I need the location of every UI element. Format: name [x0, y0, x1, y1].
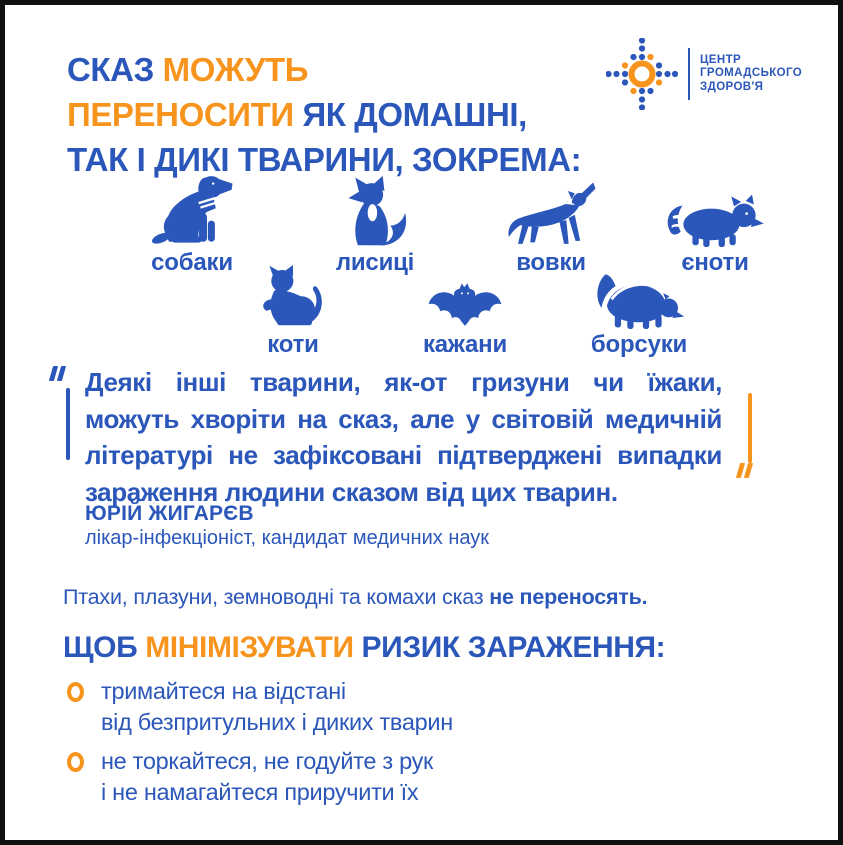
quote-line: можуть хворіти на сказ, але у світовій м…: [85, 403, 722, 434]
open-quote-icon: [48, 366, 67, 381]
animal-dog: собаки: [144, 173, 240, 277]
bullet-line: від безпритульних і диких тварин: [101, 709, 453, 735]
bullet-line: і не намагайтеся приручити їх: [101, 779, 419, 805]
quote-line: літературі не зафіксовані підтверджені в…: [85, 440, 722, 470]
animal-raccoon: єноти: [654, 191, 776, 277]
note-bold: не переносять.: [489, 585, 648, 609]
heading-seg: ЩОБ: [63, 631, 146, 664]
bullet-ring-icon: [67, 682, 84, 702]
prevention-heading: ЩОБ МІНІМІЗУВАТИ РИЗИК ЗАРАЖЕННЯ:: [63, 631, 666, 665]
title-seg: МОЖУТЬ: [162, 51, 309, 88]
note-text: Птахи, плазуни, земноводні та комахи ска…: [63, 585, 648, 610]
animal-label: вовки: [516, 249, 586, 276]
quote-text: Деякі інші тварини, як-от гризуни чи їжа…: [85, 364, 722, 510]
fox-icon: [348, 175, 407, 246]
animal-label: єноти: [681, 249, 749, 276]
logo-org-line: ЗДОРОВ'Я: [700, 80, 764, 93]
logo-org-name: ЦЕНТР ГРОМАДСЬКОГО ЗДОРОВ'Я: [700, 54, 802, 95]
logo-org-line: ГРОМАДСЬКОГО: [700, 67, 803, 80]
bullet-item: тримайтеся на відстані від безпритульних…: [101, 676, 453, 738]
bat-icon: [428, 283, 502, 326]
title-seg: ТАК І ДИКІ ТВАРИНИ, ЗОКРЕМА:: [67, 141, 582, 178]
quote-line: Деякі інші тварини, як-от гризуни чи їжа…: [85, 367, 722, 397]
page-title: СКАЗ МОЖУТЬ ПЕРЕНОСИТИ ЯК ДОМАШНІ, ТАК І…: [67, 47, 582, 182]
logo-org-line: ЦЕНТР: [700, 53, 742, 66]
title-seg: ПЕРЕНОСИТИ: [67, 96, 303, 133]
public-health-center-logo: ЦЕНТР ГРОМАДСЬКОГО ЗДОРОВ'Я: [606, 38, 802, 110]
logo-divider: [688, 48, 690, 100]
animal-cat: коти: [241, 265, 345, 359]
bullet-ring-icon: [67, 752, 84, 772]
title-seg: ЯК ДОМАШНІ,: [302, 96, 527, 133]
animal-badger: борсуки: [576, 265, 702, 359]
bullet-line: тримайтеся на відстані: [101, 678, 346, 704]
animal-label: лисиці: [335, 249, 415, 276]
quote-left-rule: [66, 388, 70, 460]
quote-author: ЮРІЙ ЖИГАРЄВ: [85, 502, 254, 525]
quote-author-title: лікар-інфекціоніст, кандидат медичних на…: [85, 527, 490, 549]
title-line-1: СКАЗ МОЖУТЬ: [67, 47, 581, 92]
bullet-item: не торкайтеся, не годуйте з рук і не нам…: [101, 746, 433, 808]
animal-label: борсуки: [590, 331, 688, 358]
raccoon-icon: [667, 194, 764, 247]
heading-seg: РИЗИК ЗАРАЖЕННЯ:: [353, 631, 666, 664]
animal-label: коти: [267, 331, 319, 358]
animal-wolf: вовки: [490, 181, 612, 277]
heading-seg: МІНІМІЗУВАТИ: [145, 631, 354, 664]
title-seg: СКАЗ: [67, 51, 163, 88]
title-line-3: ТАК І ДИКІ ТВАРИНИ, ЗОКРЕМА:: [67, 137, 582, 182]
wolf-icon: [508, 182, 596, 244]
logo-dots-icon: [606, 38, 678, 110]
dog-icon: [152, 176, 233, 244]
animal-fox: лисиці: [323, 175, 427, 277]
animal-bat: кажани: [411, 281, 519, 359]
close-quote-icon: [735, 463, 754, 478]
quote-right-rule: [748, 393, 752, 463]
note-regular: Птахи, плазуни, земноводні та комахи ска…: [63, 585, 490, 609]
title-line-2: ПЕРЕНОСИТИ ЯК ДОМАШНІ,: [67, 92, 581, 137]
animal-label: собаки: [151, 249, 233, 276]
badger-icon: [597, 274, 685, 329]
bullet-line: не торкайтеся, не годуйте з рук: [101, 748, 434, 774]
animal-label: кажани: [422, 331, 508, 358]
cat-icon: [263, 265, 322, 326]
quote-line: зараження людини сказом від цих тварин.: [85, 476, 618, 507]
